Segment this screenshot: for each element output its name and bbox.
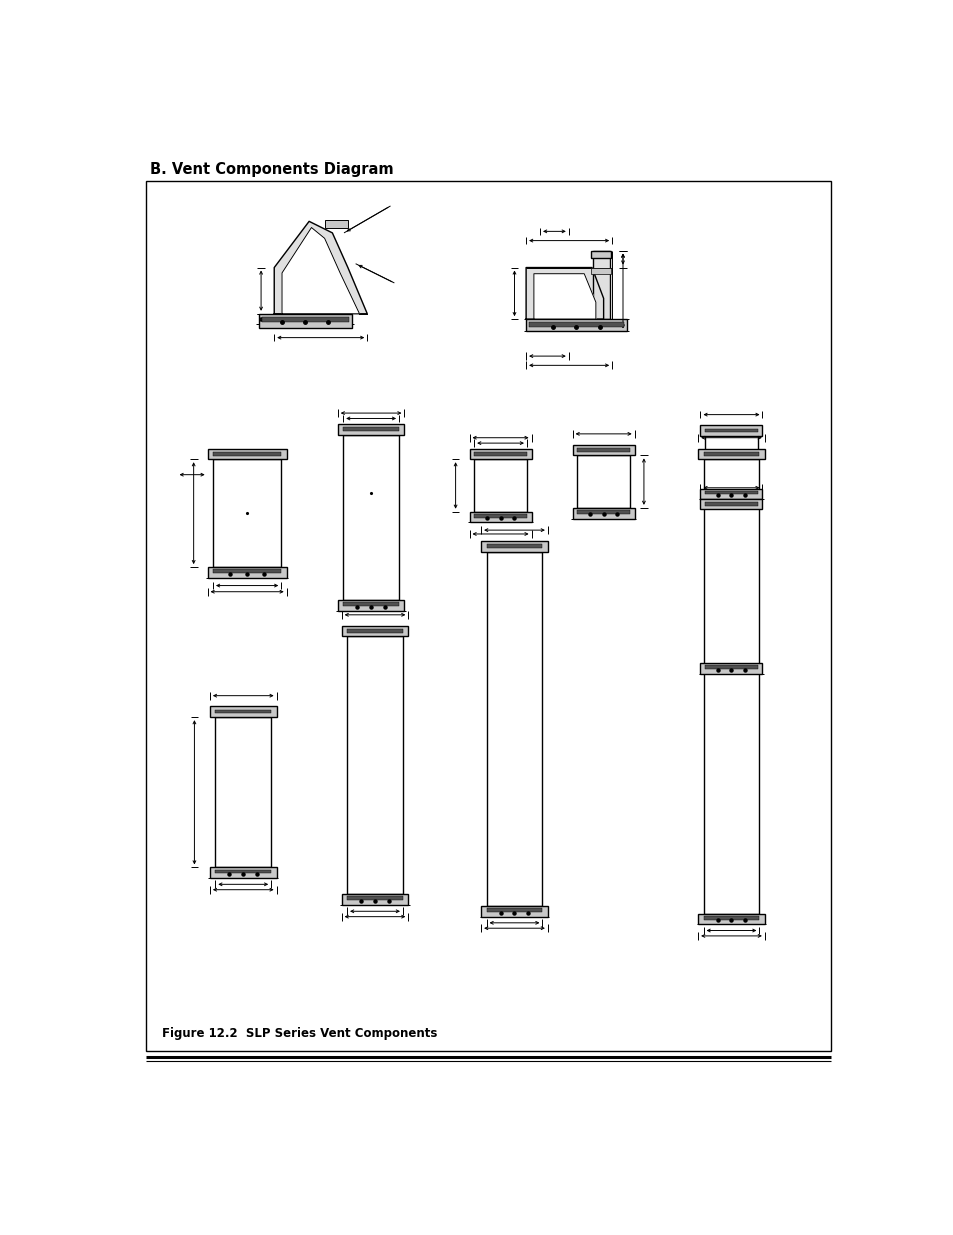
Bar	[347, 629, 402, 632]
Bar	[703, 459, 759, 914]
Polygon shape	[282, 227, 359, 314]
Bar	[704, 436, 757, 489]
Bar	[704, 509, 757, 663]
Text: B. Vent Components Diagram: B. Vent Components Diagram	[150, 162, 394, 178]
Bar	[486, 908, 542, 911]
Bar	[486, 545, 542, 548]
Bar	[213, 569, 281, 573]
Bar	[210, 867, 276, 878]
Polygon shape	[534, 274, 596, 319]
Bar	[347, 636, 402, 894]
Bar	[210, 706, 276, 718]
Bar	[474, 514, 526, 517]
Text: Figure 12.2  SLP Series Vent Components: Figure 12.2 SLP Series Vent Components	[162, 1028, 436, 1040]
Bar	[577, 448, 629, 452]
Bar	[698, 914, 764, 924]
Bar	[698, 448, 764, 459]
Bar	[469, 511, 531, 522]
Bar	[469, 448, 531, 459]
Bar	[341, 894, 408, 905]
Bar	[208, 448, 286, 459]
Bar	[343, 603, 398, 606]
Bar	[474, 459, 526, 511]
Bar	[572, 445, 634, 456]
Bar	[258, 314, 352, 327]
Bar	[704, 666, 757, 669]
Bar	[341, 626, 408, 636]
Bar	[572, 508, 634, 519]
Polygon shape	[274, 221, 367, 314]
Bar	[474, 452, 526, 456]
Bar	[215, 710, 271, 714]
Bar	[525, 319, 626, 331]
Bar	[480, 541, 547, 552]
Bar	[591, 268, 611, 274]
Bar	[700, 425, 761, 436]
Bar	[704, 490, 757, 494]
Bar	[591, 251, 611, 258]
Bar	[208, 567, 286, 578]
Bar	[343, 435, 398, 600]
Bar	[261, 317, 348, 322]
Bar	[700, 663, 761, 674]
Bar	[700, 499, 761, 509]
Bar	[213, 452, 281, 456]
Bar	[215, 869, 271, 873]
Bar	[213, 459, 281, 567]
Bar	[337, 600, 404, 611]
Bar	[343, 427, 398, 431]
Bar	[324, 220, 348, 227]
Bar	[577, 510, 629, 514]
Bar	[215, 718, 271, 867]
Bar	[529, 322, 623, 327]
Bar	[700, 489, 761, 499]
Bar	[577, 456, 629, 508]
Bar	[592, 251, 609, 319]
Bar	[480, 906, 547, 916]
Bar	[337, 424, 404, 435]
Bar	[486, 552, 542, 906]
Bar	[703, 452, 759, 456]
Bar	[703, 915, 759, 920]
Polygon shape	[525, 268, 603, 319]
Bar	[704, 501, 757, 505]
Bar	[347, 897, 402, 900]
Bar	[704, 429, 757, 432]
